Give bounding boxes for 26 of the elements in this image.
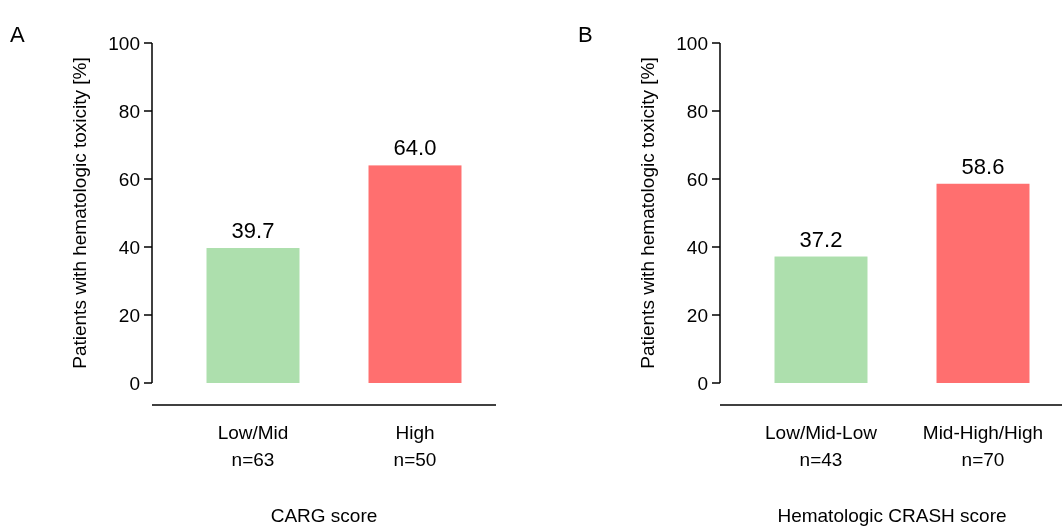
x-tick-label: Mid-High/High n=70 [922,422,1044,470]
y-axis-title: Patients with hematologic toxicity [%] [637,57,658,369]
y-tick-label: 80 [686,100,708,122]
y-tick-label: 40 [686,236,708,258]
y-tick-label: 100 [676,32,708,54]
y-tick-label: 40 [118,236,140,258]
x-tick-label: Low/Mid n=63 [217,422,289,470]
x-tick-label: High n=50 [393,422,437,470]
y-tick-label: 60 [118,168,140,190]
x-axis-title: CARG score [270,505,378,526]
data-label: 64.0 [393,135,437,161]
x-tick-label: Low/Mid-Low n=43 [765,422,878,470]
y-tick-label: 80 [118,100,140,122]
data-label: 39.7 [231,218,275,244]
data-label: 37.2 [799,226,843,252]
chart-title: B [578,22,593,47]
y-tick-label: 20 [118,304,140,326]
data-label: 58.6 [961,153,1005,179]
y-axis-title: Patients with hematologic toxicity [%] [69,57,90,369]
y-tick-label: 0 [697,372,708,394]
y-tick-label: 0 [129,372,140,394]
y-tick-label: 20 [686,304,708,326]
y-tick-label: 60 [686,168,708,190]
chart-title: A [10,22,25,47]
y-tick-label: 100 [108,32,140,54]
x-axis-title: Hematologic CRASH score [777,505,1007,526]
